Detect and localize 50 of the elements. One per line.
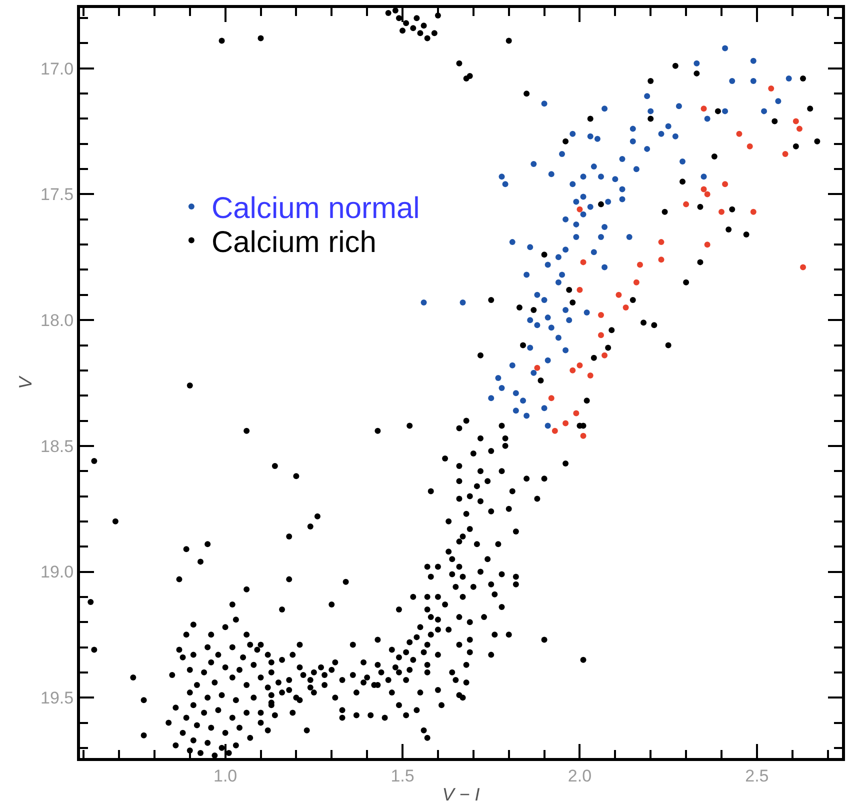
legend-label: Calcium rich — [211, 226, 376, 259]
point — [800, 264, 806, 270]
point — [722, 181, 728, 188]
point — [704, 242, 710, 248]
y-tick-label: 17.0 — [40, 59, 74, 78]
x-tick-label: 1.0 — [213, 766, 238, 786]
point — [548, 395, 554, 402]
point — [602, 352, 608, 358]
point — [534, 364, 540, 371]
y-tick-label: 19.0 — [40, 562, 74, 582]
point — [580, 259, 586, 266]
x-tick-label: 2.0 — [568, 766, 592, 786]
point — [782, 150, 788, 157]
point — [570, 367, 576, 374]
y-tick-label: 19.5 — [40, 688, 74, 708]
point — [562, 420, 569, 426]
point — [736, 130, 742, 137]
point — [700, 186, 707, 192]
point — [700, 106, 707, 112]
x-tick-label: 2.5 — [745, 766, 769, 786]
y-tick-label: 18.5 — [40, 436, 74, 456]
point — [552, 428, 558, 434]
point — [746, 143, 753, 150]
point — [622, 304, 629, 310]
point — [633, 279, 640, 286]
x-axis-title: V − I — [442, 784, 480, 804]
point — [768, 86, 774, 92]
point — [718, 208, 724, 215]
point — [576, 206, 583, 212]
point — [792, 118, 799, 124]
point — [683, 201, 690, 208]
y-axis-title: V — [16, 375, 36, 390]
point — [587, 372, 594, 378]
point — [616, 292, 622, 298]
point — [796, 126, 802, 132]
point — [636, 262, 643, 268]
point — [598, 332, 604, 338]
y-tick-label: 17.5 — [40, 185, 74, 204]
x-tick-label: 1.5 — [390, 766, 414, 786]
legend-label: Calcium normal — [211, 192, 420, 226]
point — [573, 410, 580, 416]
point — [658, 256, 664, 263]
y-tick-label: 18.0 — [40, 311, 74, 330]
point — [658, 239, 664, 246]
point — [750, 208, 756, 215]
point — [580, 432, 586, 439]
point — [598, 312, 604, 318]
point — [576, 362, 583, 368]
point — [576, 286, 583, 293]
point — [704, 191, 710, 198]
